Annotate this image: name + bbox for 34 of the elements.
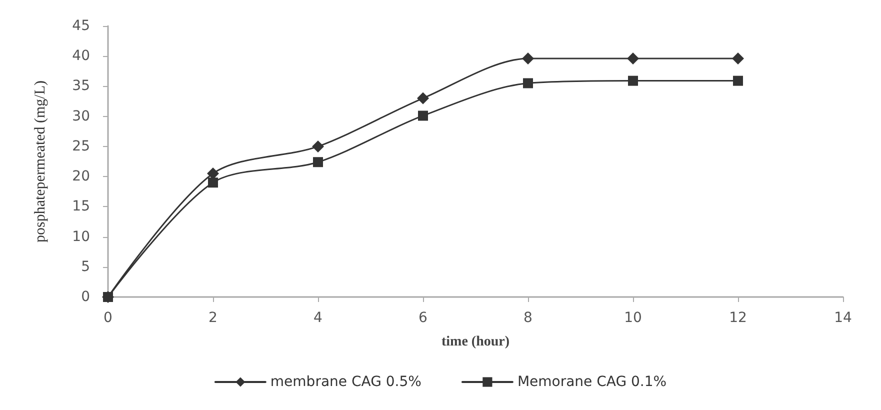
point (732, 52, 744, 65)
point (733, 76, 743, 86)
x-tick-label: 6 (418, 310, 428, 326)
point (313, 157, 323, 168)
y-tick-label: 10 (72, 228, 90, 245)
x-tick-label: 8 (524, 310, 532, 326)
point (523, 78, 533, 88)
point (417, 92, 429, 104)
x-tick-label: 10 (624, 310, 642, 326)
y-axis-title: posphatepermeated (mg/L) (32, 80, 48, 243)
point (312, 140, 324, 152)
y-tick-label: 20 (72, 168, 90, 185)
y-tick-label: 30 (72, 108, 90, 124)
point (627, 52, 639, 65)
y-tick-label: 45 (72, 18, 90, 34)
x-tick-label: 12 (729, 310, 747, 326)
x-tick-label: 2 (208, 310, 218, 326)
y-tick-label: 15 (72, 198, 90, 215)
legend-label: Memorane CAG 0.1% (517, 374, 667, 390)
y-tick-label: 5 (81, 258, 90, 275)
y-tick-label: 0 (81, 289, 90, 305)
legend-label: membrane CAG 0.5% (270, 374, 422, 390)
point (418, 110, 428, 121)
point (522, 52, 534, 65)
point (103, 292, 113, 302)
x-axis-title: time (hour) (441, 334, 510, 350)
x-tick-label: 0 (104, 310, 112, 326)
x-tick-label: 14 (834, 310, 852, 326)
y-tick-label: 25 (72, 138, 90, 154)
x-tick-label: 4 (314, 310, 323, 326)
y-tick-label: 40 (72, 48, 90, 64)
point (208, 178, 218, 188)
point (628, 76, 638, 86)
y-tick-label: 35 (72, 78, 90, 94)
